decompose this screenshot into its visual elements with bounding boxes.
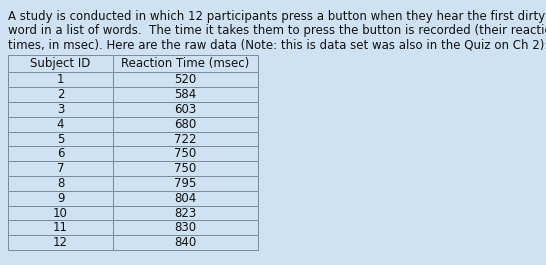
Bar <box>113 191 258 206</box>
Text: 7: 7 <box>57 162 64 175</box>
Bar <box>113 73 258 87</box>
Bar <box>8 117 113 132</box>
Bar <box>8 147 113 161</box>
Bar <box>113 206 258 220</box>
Bar <box>8 161 113 176</box>
Bar <box>113 161 258 176</box>
Bar <box>8 102 113 117</box>
Bar <box>8 73 113 87</box>
Bar <box>113 117 258 132</box>
Text: 3: 3 <box>57 103 64 116</box>
Bar <box>113 102 258 117</box>
Text: A study is conducted in which 12 participants press a button when they hear the : A study is conducted in which 12 partici… <box>8 10 545 23</box>
Bar <box>8 220 113 235</box>
Text: Reaction Time (msec): Reaction Time (msec) <box>121 57 250 70</box>
Text: 2: 2 <box>57 88 64 101</box>
Bar <box>113 147 258 161</box>
Text: 9: 9 <box>57 192 64 205</box>
Text: word in a list of words.  The time it takes them to press the button is recorded: word in a list of words. The time it tak… <box>8 24 546 38</box>
Bar <box>113 235 258 250</box>
Bar <box>113 55 258 73</box>
Text: 8: 8 <box>57 177 64 190</box>
Bar <box>113 132 258 147</box>
Bar <box>8 176 113 191</box>
Text: 750: 750 <box>174 147 197 160</box>
Text: 6: 6 <box>57 147 64 160</box>
Text: 804: 804 <box>174 192 197 205</box>
Text: 603: 603 <box>174 103 197 116</box>
Text: 722: 722 <box>174 132 197 145</box>
Text: 750: 750 <box>174 162 197 175</box>
Bar <box>8 55 113 73</box>
Bar <box>113 220 258 235</box>
Text: 680: 680 <box>174 118 197 131</box>
Text: 520: 520 <box>174 73 197 86</box>
Text: Subject ID: Subject ID <box>31 57 91 70</box>
Text: 12: 12 <box>53 236 68 249</box>
Text: 5: 5 <box>57 132 64 145</box>
Bar <box>8 235 113 250</box>
Text: 1: 1 <box>57 73 64 86</box>
Bar <box>8 87 113 102</box>
Text: 11: 11 <box>53 221 68 235</box>
Text: times, in msec). Here are the raw data (Note: this is data set was also in the Q: times, in msec). Here are the raw data (… <box>8 39 546 52</box>
Text: 840: 840 <box>174 236 197 249</box>
Text: 10: 10 <box>53 207 68 220</box>
Text: 4: 4 <box>57 118 64 131</box>
Text: 830: 830 <box>174 221 197 235</box>
Bar <box>113 87 258 102</box>
Text: 823: 823 <box>174 207 197 220</box>
Bar <box>8 132 113 147</box>
Bar <box>113 176 258 191</box>
Text: 795: 795 <box>174 177 197 190</box>
Bar <box>8 191 113 206</box>
Text: 584: 584 <box>174 88 197 101</box>
Bar <box>8 206 113 220</box>
